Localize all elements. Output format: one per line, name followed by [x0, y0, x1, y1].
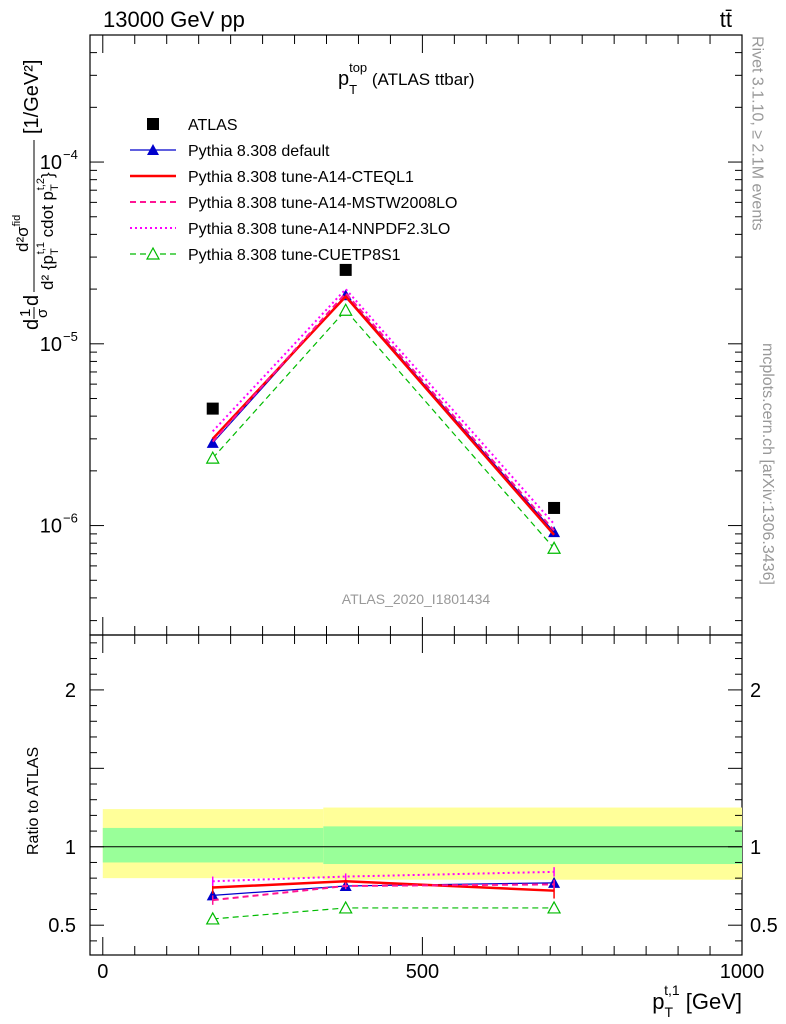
main-series-marker: [339, 263, 352, 276]
main-series-marker: [205, 450, 220, 464]
main-y-tick-exponent: −6: [63, 511, 78, 526]
ylabel-denom-end: }: [38, 172, 57, 178]
main-series-line: [211, 291, 555, 532]
ylabel-denom-sup: t,1: [35, 242, 47, 254]
main-y-tick-label: 10: [40, 516, 62, 538]
x-tick-label: 500: [406, 961, 439, 983]
main-series-line: [212, 309, 555, 549]
svg-text:[1/GeV²]: [1/GeV²]: [21, 60, 43, 134]
legend: ATLAS Pythia 8.308 default Pythia 8.308 tu…: [130, 117, 457, 264]
svg-text:d²σfid: d²σfid: [11, 215, 32, 252]
ylabel-numer-sup: fid: [11, 215, 23, 227]
ratio-y-tick-label-right: 1: [750, 837, 761, 859]
main-series-marker: [548, 501, 561, 514]
x-tick-label: 1000: [720, 961, 765, 983]
svg-text:d: d: [21, 295, 43, 306]
ylabel-d: d: [21, 319, 43, 330]
legend-label: Pythia 8.308 default: [188, 143, 330, 160]
main-series-marker: [206, 402, 219, 415]
svg-text:d: d: [21, 319, 43, 330]
main-title-rest: (ATLAS ttbar): [367, 70, 474, 89]
legend-label: Pythia 8.308 tune-A14-CTEQL1: [188, 169, 414, 186]
ratio-series-marker: [338, 900, 353, 914]
main-series-marker: [548, 526, 561, 538]
svg-text:1: 1: [17, 309, 34, 317]
ratio-y-axis-label: Ratio to ATLAS: [25, 747, 42, 855]
rivet-version-label: Rivet 3.1.10, ≥ 2.1M events: [749, 36, 766, 231]
main-y-tick-exponent: −5: [63, 329, 78, 344]
legend-label: Pythia 8.308 tune-CUETP8S1: [188, 247, 401, 264]
ylabel-numer: d²σ: [13, 226, 32, 252]
ylabel-denom-mid: cdot p: [38, 191, 57, 242]
main-y-tick-label: 10: [40, 334, 62, 356]
ratio-y-tick-label: 0.5: [48, 915, 76, 937]
main-title-sub: T: [349, 82, 357, 97]
main-series-line: [211, 287, 555, 525]
ylabel-denom-sub: T: [49, 248, 61, 255]
ratio-panel-frame: [89, 634, 743, 956]
xlabel-unit: [GeV]: [680, 989, 742, 1014]
ratio-series-line: [212, 870, 555, 883]
ratio-series-line: [212, 907, 555, 920]
main-series-marker: [206, 436, 219, 448]
main-title-sup: top: [349, 60, 367, 75]
x-axis-label: pTt,1 [GeV]: [652, 982, 742, 1020]
ratio-series-marker: [547, 900, 562, 914]
ylabel-sigma: σ: [34, 308, 51, 318]
legend-marker: [147, 118, 159, 130]
xlabel-p: p: [652, 989, 664, 1014]
ratio-series: [205, 867, 562, 925]
ratio-y-tick-label: 1: [65, 837, 76, 859]
ratio-series-marker: [206, 889, 219, 901]
ratio-y-tick-label-right: 0.5: [750, 915, 778, 937]
legend-label: Pythia 8.308 tune-A14-NNPDF2.3LO: [188, 221, 450, 238]
ylabel-denom-sub2: T: [49, 184, 61, 191]
ylabel-d2: d: [21, 295, 43, 306]
ylabel-unit: [1/GeV²]: [21, 60, 43, 134]
main-y-axis-label: d 1 σ d d²σfid d² {pTt,1 cdot pTt,2} [1/…: [11, 60, 61, 330]
legend-label: ATLAS: [188, 117, 238, 134]
ratio-y-ticks: 0.5 0.5 1 1 2 2: [48, 642, 778, 942]
ratio-y-tick-label: 2: [65, 680, 76, 702]
x-ticks: 0 500 1000: [97, 35, 764, 983]
ratio-y-tick-label-right: 2: [750, 680, 761, 702]
main-series-line: [211, 294, 556, 536]
main-y-tick-label: 10: [40, 152, 62, 174]
main-series-marker: [338, 302, 353, 316]
main-series: [205, 263, 562, 554]
svg-text:d² {pTt,1 cdot pTt,2}: d² {pTt,1 cdot pTt,2}: [35, 172, 61, 290]
ratio-bands: [102, 807, 742, 880]
main-title: pTtop (ATLAS ttbar): [338, 60, 475, 97]
main-y-tick-exponent: −4: [63, 147, 78, 162]
ylabel-denom: d² {p: [38, 255, 57, 290]
legend-marker: [145, 246, 161, 260]
ratio-band-inner: [323, 826, 742, 865]
source-label: mcplots.cern.ch [arXiv:1306.3436]: [759, 343, 776, 585]
ratio-series-marker: [205, 911, 220, 925]
main-y-ticks: 10−610−510−4: [40, 34, 742, 622]
ratio-band-inner: [102, 827, 324, 863]
legend-marker: [147, 144, 159, 155]
ylabel-one: 1: [17, 309, 34, 317]
xlabel-sup: t,1: [664, 982, 680, 998]
xlabel-sub: T: [665, 1004, 674, 1020]
legend-label: Pythia 8.308 tune-A14-MSTW2008LO: [188, 195, 457, 212]
ylabel-denom-sup2: t,2: [35, 178, 47, 190]
main-series-marker: [547, 541, 562, 554]
analysis-label: ATLAS_2020_I1801434: [342, 591, 491, 607]
process-label: tt̄: [720, 7, 732, 32]
x-tick-label: 0: [97, 961, 108, 983]
main-title-p: p: [338, 68, 349, 90]
svg-text:σ: σ: [34, 308, 51, 318]
energy-label: 13000 GeV pp: [103, 7, 245, 32]
